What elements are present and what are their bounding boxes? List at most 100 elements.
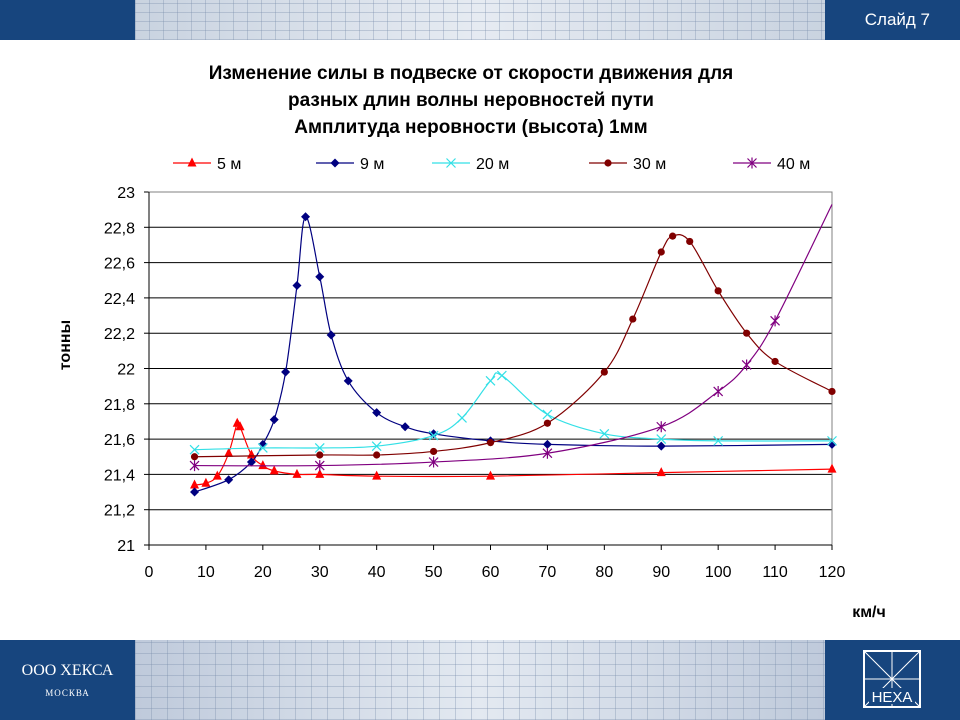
marker-x [599, 428, 610, 439]
mesh-pattern-bottom [135, 640, 825, 720]
y-tick-label: 21 [117, 538, 135, 555]
legend-label: 5 м [217, 156, 241, 173]
legend-item: 5 м [173, 156, 241, 173]
axes: 21 21,2 21,4 21,6 21,8 22 22,2 22,4 22,6 22,8 23 0 1… [104, 185, 846, 581]
x-tick-label: 100 [705, 564, 732, 581]
series-line [194, 204, 833, 467]
y-tick-label: 22,8 [104, 220, 135, 237]
x-tick-label: 110 [762, 564, 788, 581]
marker-circle [600, 368, 608, 376]
series-40-м [189, 204, 833, 472]
x-tick-label: 80 [595, 564, 613, 581]
marker-triangle [224, 447, 234, 457]
marker-triangle [372, 470, 382, 480]
legend-label: 30 м [633, 156, 666, 173]
marker-diamond [343, 376, 353, 386]
chart-title-line-3: Амплитуда неровности (высота) 1мм [294, 117, 647, 138]
marker-x [428, 430, 439, 441]
marker-star [747, 157, 757, 169]
marker-diamond [400, 422, 410, 432]
marker-triangle [187, 157, 197, 167]
marker-x [713, 435, 724, 446]
marker-circle [657, 248, 665, 256]
marker-x [827, 435, 837, 446]
marker-x [257, 443, 268, 453]
marker-circle [669, 232, 677, 240]
marker-star [656, 421, 667, 433]
series-20-м [189, 370, 837, 455]
marker-triangle [292, 468, 302, 478]
marker-triangle [258, 460, 268, 470]
x-tick-label: 0 [145, 564, 154, 581]
marker-circle [743, 329, 751, 337]
marker-triangle [212, 470, 222, 480]
marker-circle [543, 419, 552, 427]
y-tick-label: 23 [117, 185, 135, 202]
marker-x [371, 441, 382, 452]
slide-number: Слайд 7 [864, 10, 930, 29]
bottom-left-block: ООО ХЕКСА МОСКВА [0, 640, 135, 720]
series-30-м [190, 232, 836, 461]
marker-star [713, 385, 724, 397]
marker-triangle [486, 470, 495, 480]
marker-x [446, 158, 456, 168]
x-tick-label: 20 [254, 564, 272, 581]
legend-item: 9 м [316, 156, 384, 173]
series-line [194, 234, 833, 458]
marker-circle [686, 237, 694, 246]
marker-star [189, 460, 200, 472]
x-axis-label: км/ч [852, 604, 886, 621]
marker-star [542, 447, 553, 459]
bottom-banner: ООО ХЕКСА МОСКВА [0, 640, 960, 720]
marker-circle [486, 439, 495, 447]
y-tick-label: 22,6 [104, 256, 135, 273]
marker-diamond [301, 212, 311, 222]
series-5-м [190, 417, 837, 489]
series-group [189, 204, 837, 497]
marker-triangle [315, 468, 325, 478]
chart-title-line-1: Изменение силы в подвеске от скорости дв… [209, 63, 734, 84]
series-line [194, 420, 833, 486]
marker-circle [629, 315, 637, 323]
top-right-block [825, 0, 960, 40]
marker-x [457, 412, 467, 423]
marker-triangle [827, 463, 837, 473]
x-tick-label: 30 [311, 564, 329, 581]
top-left-block [0, 0, 135, 40]
marker-diamond [827, 439, 837, 449]
logo-text: НЕХА [872, 689, 913, 706]
y-tick-label: 22 [117, 362, 135, 379]
y-tick-label: 21,4 [104, 467, 135, 484]
chart: Изменение силы в подвеске от скорости дв… [57, 63, 886, 621]
marker-triangle [190, 479, 200, 489]
legend-label: 20 м [476, 156, 509, 173]
marker-star [770, 315, 781, 327]
marker-x [496, 370, 507, 381]
legend-label: 40 м [777, 156, 810, 173]
marker-circle [828, 387, 836, 396]
marker-circle [604, 159, 612, 167]
marker-diamond [224, 475, 234, 485]
marker-diamond [330, 158, 340, 168]
marker-diamond [656, 441, 666, 451]
y-tick-label: 22,4 [104, 291, 135, 308]
y-tick-label: 22,2 [104, 326, 135, 343]
marker-circle [190, 453, 199, 461]
legend: 5 м 9 м 20 м 30 м 40 м [173, 156, 810, 173]
series-line [194, 372, 833, 451]
x-tick-label: 40 [368, 564, 386, 581]
marker-x [656, 434, 667, 445]
marker-triangle [235, 421, 245, 431]
legend-item: 30 м [589, 156, 666, 173]
marker-diamond [542, 439, 552, 449]
mesh-pattern [135, 0, 825, 40]
marker-x [485, 375, 496, 386]
marker-x [189, 444, 200, 455]
marker-diamond [269, 415, 279, 425]
marker-diamond [258, 439, 268, 449]
chart-title: Изменение силы в подвеске от скорости дв… [209, 63, 734, 138]
marker-circle [373, 451, 381, 459]
marker-star [428, 456, 439, 468]
marker-x [314, 443, 325, 453]
company-name: ООО ХЕКСА [21, 662, 114, 679]
